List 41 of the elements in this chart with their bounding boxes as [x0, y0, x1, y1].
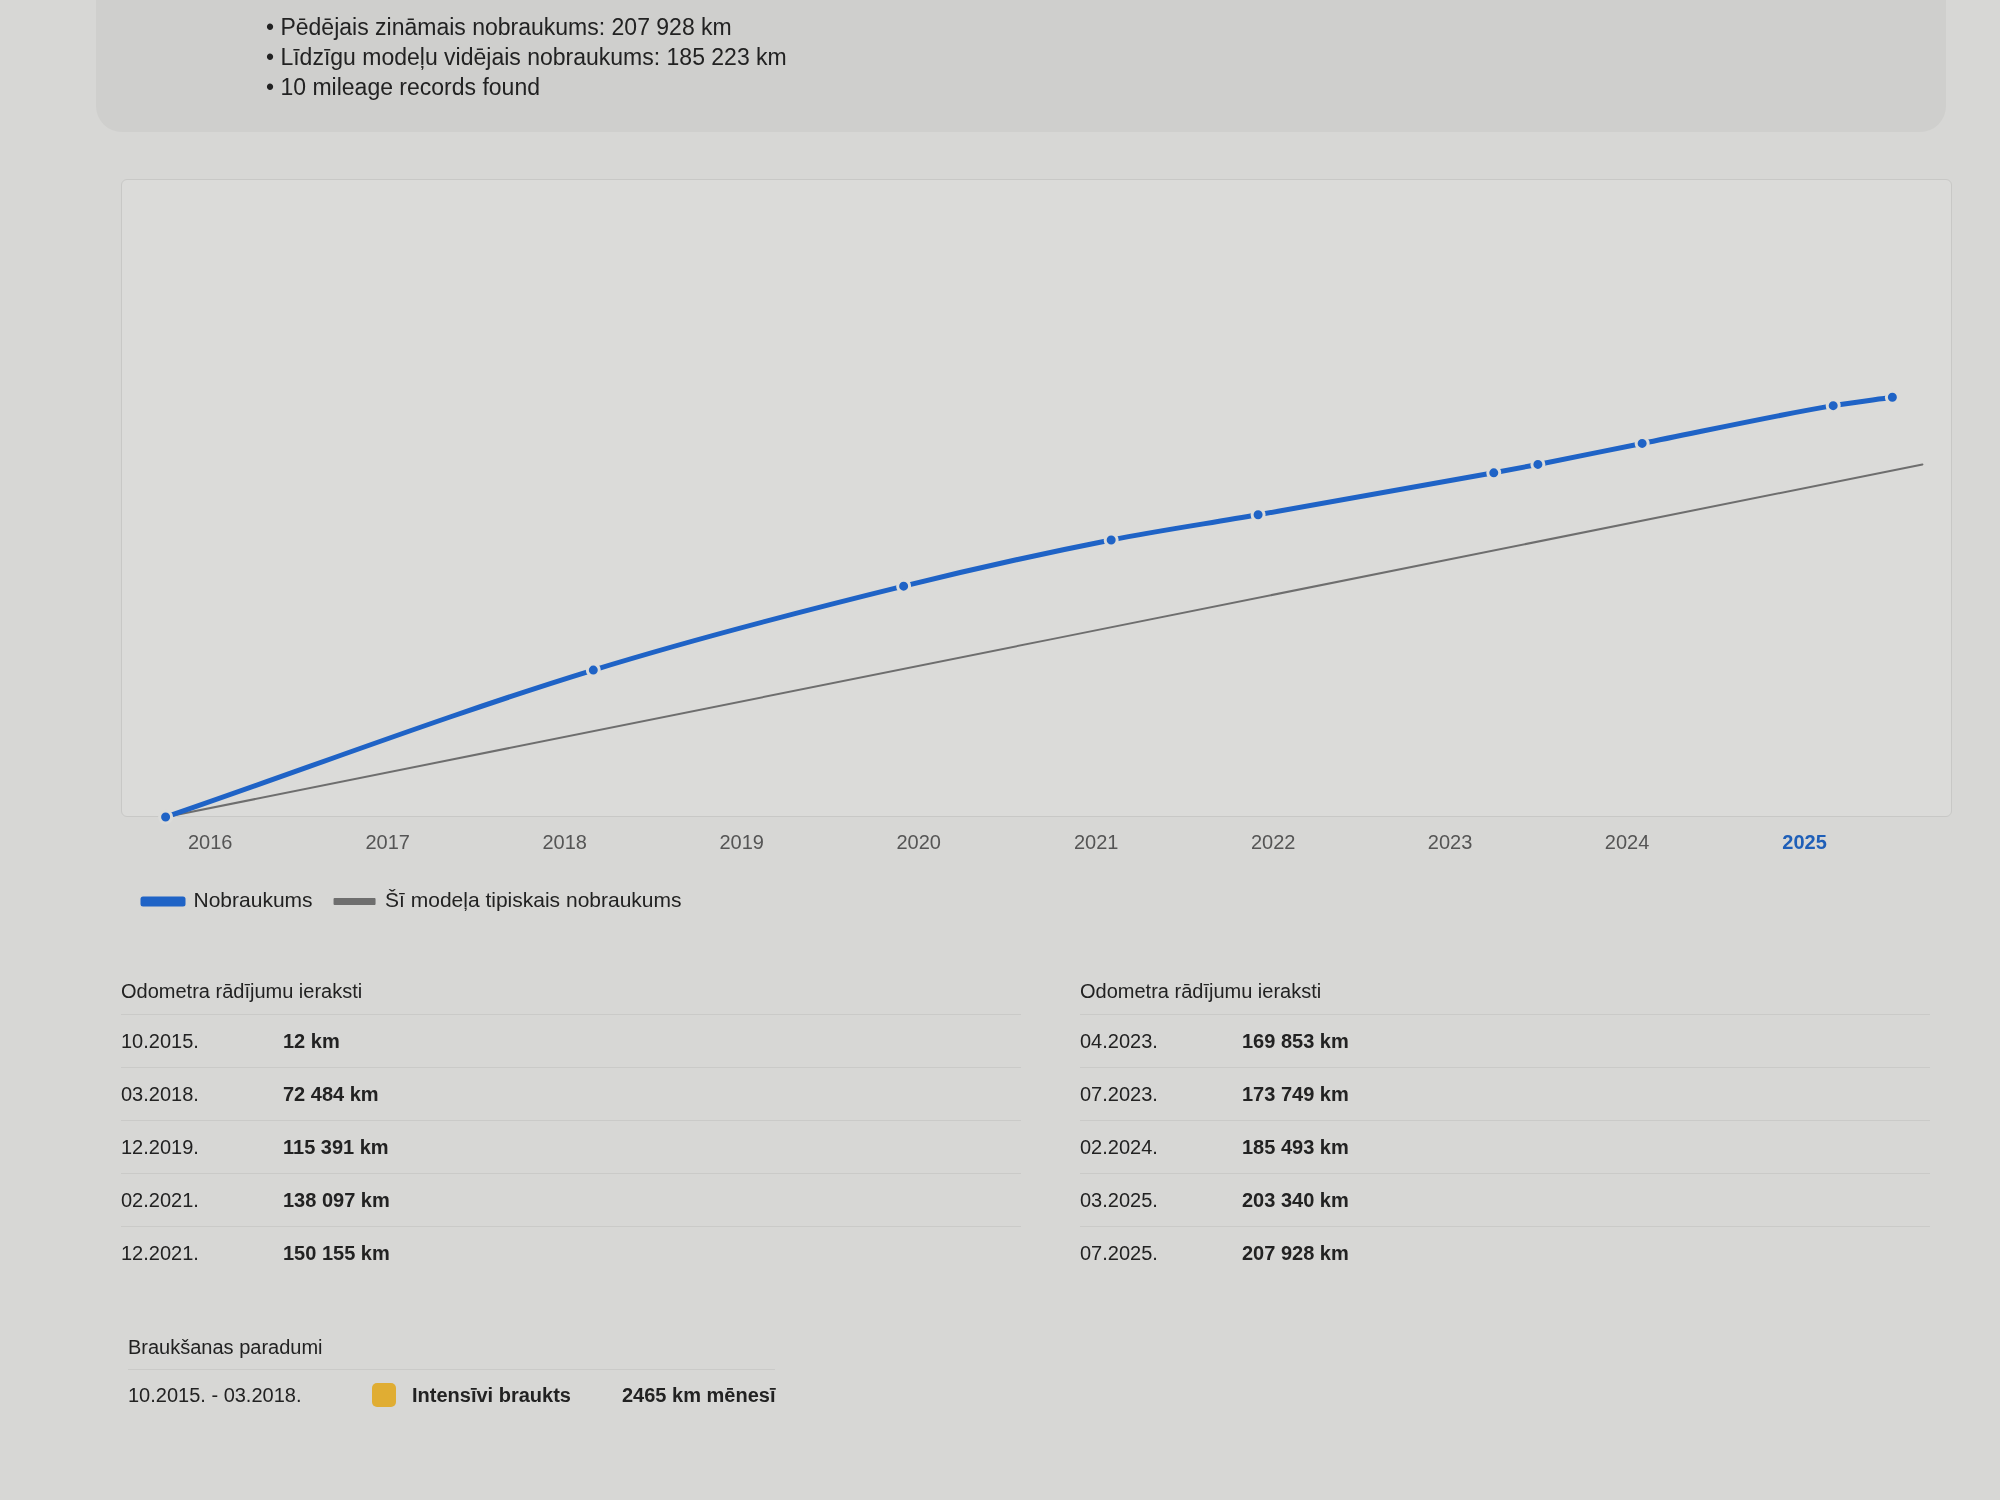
text: 2465 km mēnesī — [622, 1383, 776, 1407]
x-tick-label: 2025 — [1782, 830, 1827, 853]
text: 03.2025. — [1080, 1188, 1159, 1213]
text: 10.2015. - 03.2018. — [128, 1383, 303, 1407]
text: • Līdzīgu modeļu vidējais nobraukums: 185 223 km — [266, 43, 788, 72]
text: 115 391 km — [283, 1135, 389, 1160]
text: Odometra rādījumu ieraksti — [1080, 979, 1323, 1004]
x-tick-label: 2022 — [1250, 830, 1296, 853]
legend-label: Šī modeļa tipiskais nobraukums — [385, 888, 682, 912]
text: 10.2015. — [121, 1029, 200, 1054]
x-tick-label: 2020 — [896, 830, 941, 853]
x-tick-label: 2021 — [1073, 830, 1119, 853]
text: Odometra rādījumu ieraksti — [121, 979, 364, 1004]
text: 150 155 km — [283, 1241, 390, 1266]
text: 07.2023. — [1080, 1082, 1159, 1107]
text: 72 484 km — [283, 1082, 379, 1107]
x-tick-label: 2018 — [542, 830, 587, 853]
text: 02.2024. — [1080, 1135, 1159, 1160]
text: 07.2025. — [1080, 1241, 1159, 1266]
text: 02.2021. — [121, 1188, 200, 1213]
text: 12 km — [283, 1029, 340, 1054]
text: 185 493 km — [1242, 1135, 1349, 1160]
text: • 10 mileage records found — [266, 73, 541, 102]
x-tick-label: 2023 — [1427, 830, 1473, 853]
text: 03.2018. — [121, 1082, 200, 1107]
text: 173 749 km — [1242, 1082, 1349, 1107]
x-tick-label: 2024 — [1604, 830, 1650, 853]
text: Intensīvi braukts — [412, 1383, 572, 1407]
text: 169 853 km — [1242, 1029, 1349, 1054]
text: Braukšanas paradumi — [128, 1335, 324, 1360]
legend-label: Nobraukums — [193, 888, 313, 912]
x-tick-label: 2017 — [365, 830, 410, 853]
text: 207 928 km — [1242, 1241, 1349, 1266]
text: 138 097 km — [283, 1188, 390, 1213]
text: 12.2021. — [121, 1241, 200, 1266]
text: • Pēdējais zināmais nobraukums: 207 928 km — [266, 13, 733, 42]
x-tick-label: 2016 — [187, 830, 233, 853]
text: 203 340 km — [1242, 1188, 1349, 1213]
text: 12.2019. — [121, 1135, 200, 1160]
x-tick-label: 2019 — [719, 830, 764, 853]
text: 04.2023. — [1080, 1029, 1159, 1054]
